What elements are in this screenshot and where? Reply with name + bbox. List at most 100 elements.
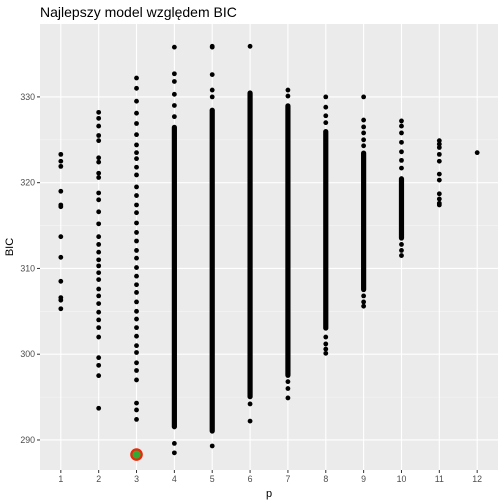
data-point — [323, 346, 329, 352]
point-group-p7 — [285, 87, 291, 401]
data-point — [96, 263, 102, 269]
y-tick-label: 320 — [20, 178, 35, 188]
data-point — [134, 343, 139, 349]
plot-panel — [40, 24, 498, 470]
data-point — [323, 334, 329, 340]
data-point — [171, 79, 177, 84]
point-group-p2 — [96, 109, 102, 411]
data-point — [134, 142, 139, 148]
x-tick-label: 9 — [361, 474, 366, 484]
data-point — [171, 441, 177, 446]
data-point — [96, 209, 102, 215]
data-point — [58, 163, 64, 169]
data-point — [247, 418, 253, 424]
data-point — [436, 138, 442, 144]
x-axis-label: p — [266, 488, 272, 500]
data-point — [209, 87, 215, 93]
data-point — [171, 450, 177, 456]
chart-title: Najlepszy model względem BIC — [40, 4, 237, 20]
data-point — [209, 72, 215, 78]
data-point — [134, 333, 139, 339]
data-point — [96, 197, 102, 203]
data-point — [436, 177, 442, 183]
data-point — [134, 416, 139, 422]
data-point — [436, 151, 442, 157]
point-group-p11 — [436, 138, 442, 208]
x-tick-label: 10 — [397, 474, 407, 484]
data-point — [58, 306, 64, 312]
data-point — [96, 175, 102, 180]
data-point — [361, 293, 367, 299]
highlight-point — [130, 448, 143, 461]
data-point — [134, 248, 139, 253]
data-point — [134, 308, 139, 314]
data-point — [134, 172, 139, 178]
data-point — [58, 151, 64, 157]
data-point — [361, 299, 367, 305]
point-group-p5 — [209, 43, 215, 449]
data-point — [436, 145, 442, 150]
data-point — [134, 238, 139, 244]
data-point — [96, 355, 102, 361]
data-point — [361, 130, 367, 136]
data-point — [96, 362, 102, 368]
data-point — [134, 255, 139, 261]
data-point — [209, 443, 215, 449]
data-point — [134, 368, 139, 373]
data-point — [96, 317, 102, 323]
data-point — [96, 159, 102, 165]
data-point — [134, 377, 139, 383]
x-tick-label: 2 — [96, 474, 101, 484]
data-point — [96, 242, 102, 247]
point-group-p12 — [474, 150, 480, 156]
data-point — [134, 75, 139, 81]
data-point — [361, 303, 367, 309]
data-point — [285, 93, 291, 99]
data-point — [399, 253, 404, 258]
data-point — [134, 98, 139, 104]
dense-point-stack — [171, 124, 177, 430]
data-point — [96, 301, 102, 307]
data-point — [323, 104, 329, 110]
data-point — [247, 401, 253, 407]
data-point — [96, 293, 102, 299]
point-group-p3 — [134, 75, 139, 422]
data-point — [96, 123, 102, 129]
data-point — [247, 43, 253, 49]
data-point — [96, 109, 102, 115]
data-point — [323, 120, 329, 126]
dense-point-stack — [398, 176, 405, 241]
data-point — [436, 158, 442, 164]
x-tick-label: 1 — [58, 474, 63, 484]
x-tick-label: 3 — [134, 474, 139, 484]
data-point — [134, 193, 139, 198]
data-point — [171, 91, 177, 97]
data-point — [58, 278, 64, 284]
data-point — [134, 156, 139, 162]
x-tick-label: 8 — [323, 474, 328, 484]
data-point — [285, 386, 291, 391]
data-point — [323, 94, 329, 100]
data-point — [134, 360, 139, 366]
data-point — [134, 316, 139, 322]
data-point — [96, 309, 102, 315]
data-points — [58, 43, 480, 456]
data-point — [58, 254, 64, 260]
data-point — [399, 248, 404, 253]
data-point — [361, 137, 367, 143]
data-point — [474, 150, 480, 156]
data-point — [436, 202, 442, 208]
data-point — [96, 190, 102, 196]
data-point — [134, 121, 139, 126]
data-point — [209, 94, 215, 100]
x-tick-label: 7 — [285, 474, 290, 484]
point-group-p6 — [247, 43, 253, 424]
data-point — [134, 132, 139, 138]
data-point — [171, 103, 177, 108]
data-point — [58, 204, 64, 210]
data-point — [436, 141, 442, 147]
data-point — [361, 94, 367, 100]
highlight-group — [130, 448, 143, 461]
data-point — [134, 325, 139, 331]
data-point — [96, 133, 102, 138]
